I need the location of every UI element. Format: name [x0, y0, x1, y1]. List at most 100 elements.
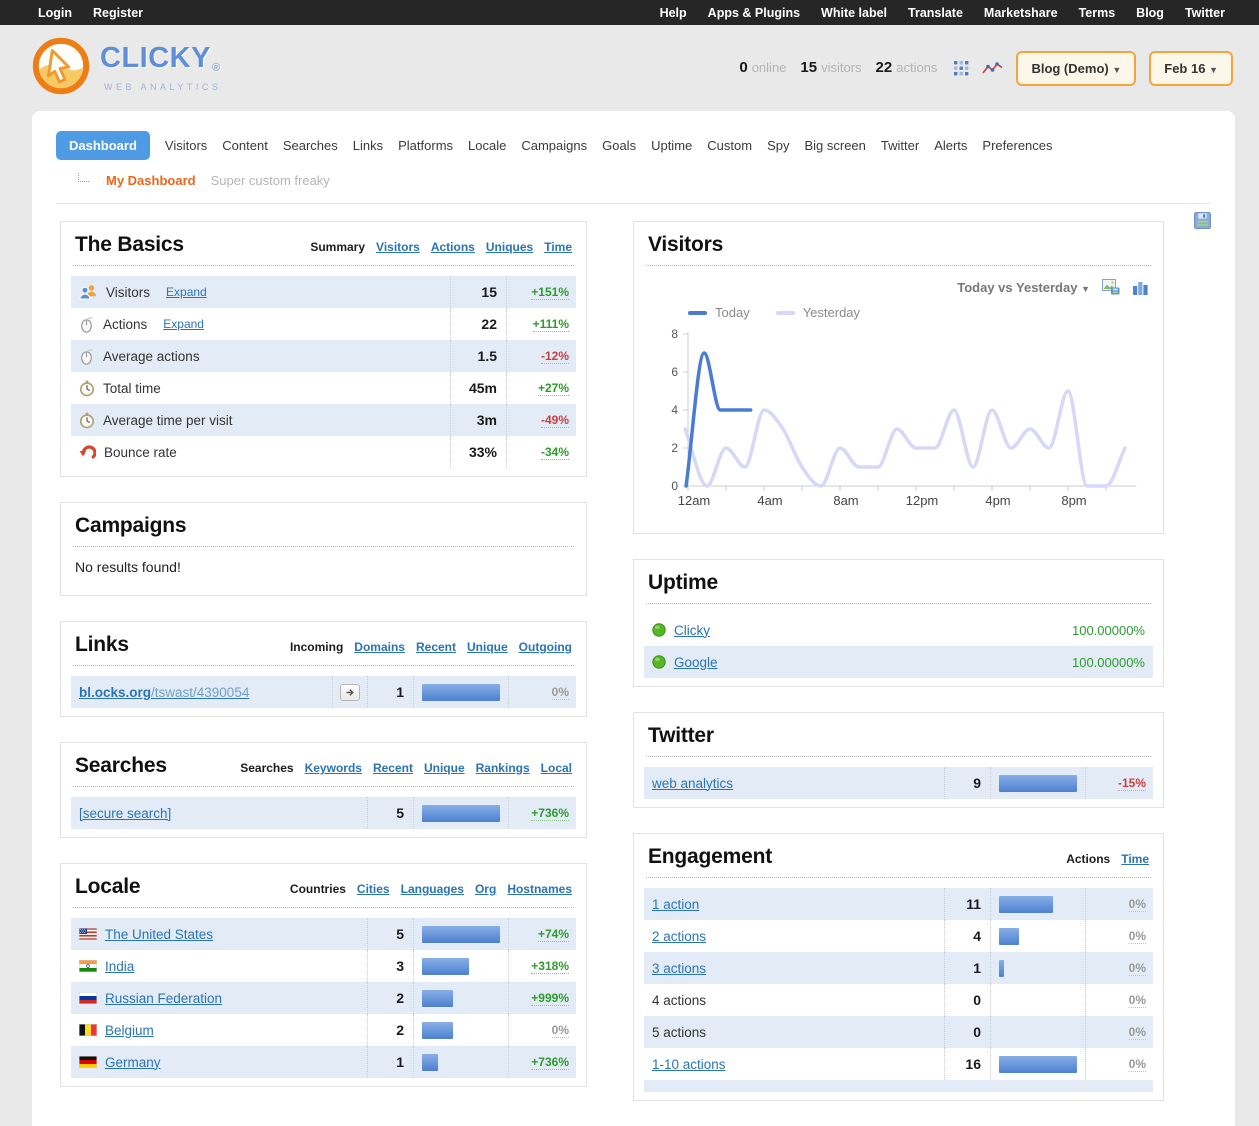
row-label-link[interactable]: 3 actions	[652, 960, 707, 976]
tab-searches[interactable]: Searches	[282, 138, 338, 153]
tab-twitter[interactable]: Twitter	[880, 138, 920, 153]
view-outgoing[interactable]: Outgoing	[518, 640, 572, 654]
view-cities[interactable]: Cities	[356, 882, 390, 896]
row-percent[interactable]: 0%	[551, 1022, 569, 1038]
view-unique[interactable]: Unique	[423, 761, 465, 775]
view-actions[interactable]: Actions	[1066, 852, 1111, 866]
row-label-link[interactable]: 1-10 actions	[652, 1056, 726, 1072]
row-label-link[interactable]: [secure search]	[79, 805, 172, 821]
row-label-link[interactable]: India	[105, 958, 135, 974]
row-percent[interactable]: -15%	[1117, 775, 1146, 791]
row-label-link[interactable]: The United States	[105, 926, 214, 942]
export-image-icon[interactable]	[1102, 279, 1120, 295]
tab-preferences[interactable]: Preferences	[982, 138, 1053, 153]
panel-title: The Basics	[75, 233, 184, 256]
goto-button[interactable]	[340, 683, 360, 701]
tab-campaigns[interactable]: Campaigns	[521, 138, 588, 153]
row-label-link[interactable]: Germany	[105, 1054, 161, 1070]
row-percent[interactable]: +318%	[531, 958, 569, 974]
view-uniques[interactable]: Uniques	[485, 240, 534, 254]
subnav-item-super-custom-freaky[interactable]: Super custom freaky	[210, 173, 330, 188]
view-time[interactable]: Time	[1121, 852, 1149, 866]
row-percent[interactable]: 0%	[1128, 992, 1146, 1008]
view-actions[interactable]: Actions	[430, 240, 475, 254]
tab-visitors[interactable]: Visitors	[164, 138, 208, 153]
topbar-link-help[interactable]: Help	[659, 5, 687, 20]
view-languages[interactable]: Languages	[400, 882, 464, 896]
tab-spy[interactable]: Spy	[767, 138, 790, 153]
tab-goals[interactable]: Goals	[602, 138, 637, 153]
view-searches[interactable]: Searches	[240, 761, 294, 775]
view-rankings[interactable]: Rankings	[475, 761, 530, 775]
row-percent[interactable]: 0%	[1128, 928, 1146, 944]
topbar-link-twitter[interactable]: Twitter	[1184, 5, 1225, 20]
topbar-link-marketshare[interactable]: Marketshare	[983, 5, 1058, 20]
topbar-link-translate[interactable]: Translate	[908, 5, 963, 20]
row-percent[interactable]: +111%	[532, 316, 569, 332]
view-hostnames[interactable]: Hostnames	[507, 882, 572, 896]
row-label-link[interactable]: Google	[674, 654, 718, 670]
trend-icon[interactable]	[982, 61, 1003, 76]
tab-content[interactable]: Content	[222, 138, 268, 153]
row-label-link[interactable]: 2 actions	[652, 928, 707, 944]
tab-uptime[interactable]: Uptime	[651, 138, 693, 153]
tab-links[interactable]: Links	[352, 138, 384, 153]
row-label-link[interactable]: Belgium	[105, 1022, 154, 1038]
row-percent[interactable]: +151%	[531, 284, 569, 300]
tab-dashboard[interactable]: Dashboard	[56, 131, 150, 160]
tab-alerts[interactable]: Alerts	[934, 138, 968, 153]
site-selector-button[interactable]: Blog (Demo) ▼	[1016, 50, 1137, 86]
comparison-selector[interactable]: Today vs Yesterday ▼	[957, 279, 1090, 295]
row-percent[interactable]: -49%	[540, 412, 569, 428]
row-percent[interactable]: 0%	[551, 684, 569, 700]
topbar-link-blog[interactable]: Blog	[1136, 5, 1164, 20]
clicky-logo[interactable]: CLICKY® WEB ANALYTICS	[30, 35, 221, 102]
save-icon[interactable]	[1194, 212, 1211, 234]
tab-big-screen[interactable]: Big screen	[804, 138, 866, 153]
tab-custom[interactable]: Custom	[707, 138, 753, 153]
view-org[interactable]: Org	[474, 882, 497, 896]
tab-platforms[interactable]: Platforms	[398, 138, 454, 153]
row-percent[interactable]: 0%	[1128, 1024, 1146, 1040]
legend-item-today[interactable]: Today	[688, 305, 750, 320]
expand-link[interactable]: Expand	[166, 285, 207, 299]
view-countries[interactable]: Countries	[289, 882, 346, 896]
row-percent[interactable]: +736%	[531, 805, 569, 821]
row-percent[interactable]: +27%	[537, 380, 569, 396]
topbar-link-login[interactable]: Login	[38, 5, 73, 20]
subnav-item-my-dashboard[interactable]: My Dashboard	[106, 173, 196, 188]
date-selector-button[interactable]: Feb 16 ▼	[1149, 50, 1233, 86]
view-recent[interactable]: Recent	[372, 761, 413, 775]
view-incoming[interactable]: Incoming	[289, 640, 344, 654]
row-percent[interactable]: 0%	[1128, 896, 1146, 912]
row-percent[interactable]: 0%	[1128, 1056, 1146, 1072]
view-recent[interactable]: Recent	[415, 640, 456, 654]
row-label-link[interactable]: Russian Federation	[105, 990, 223, 1006]
view-local[interactable]: Local	[540, 761, 572, 775]
view-visitors[interactable]: Visitors	[376, 240, 420, 254]
topbar-link-register[interactable]: Register	[93, 5, 144, 20]
grid-icon[interactable]	[954, 60, 969, 76]
row-label-link[interactable]: Clicky	[674, 622, 710, 638]
expand-link[interactable]: Expand	[163, 317, 204, 331]
row-percent[interactable]: +999%	[531, 990, 569, 1006]
topbar-link-terms[interactable]: Terms	[1078, 5, 1116, 20]
tab-locale[interactable]: Locale	[468, 138, 507, 153]
view-time[interactable]: Time	[544, 240, 572, 254]
row-label-link[interactable]: 1 action	[652, 896, 700, 912]
row-label-link[interactable]: web analytics	[652, 775, 734, 791]
topbar-link-white-label[interactable]: White label	[821, 5, 888, 20]
view-summary[interactable]: Summary	[310, 240, 366, 254]
row-label-link[interactable]: bl.ocks.org/tswast/4390054	[79, 684, 250, 700]
row-percent[interactable]: -12%	[540, 348, 569, 364]
row-percent[interactable]: 0%	[1128, 960, 1146, 976]
row-percent[interactable]: +736%	[531, 1054, 569, 1070]
view-keywords[interactable]: Keywords	[304, 761, 362, 775]
view-unique[interactable]: Unique	[467, 640, 508, 654]
legend-item-yesterday[interactable]: Yesterday	[775, 305, 860, 320]
view-domains[interactable]: Domains	[354, 640, 405, 654]
row-percent[interactable]: +74%	[537, 926, 569, 942]
bar-chart-icon[interactable]	[1132, 280, 1149, 295]
topbar-link-apps-plugins[interactable]: Apps & Plugins	[707, 5, 801, 20]
row-percent[interactable]: -34%	[540, 444, 569, 460]
